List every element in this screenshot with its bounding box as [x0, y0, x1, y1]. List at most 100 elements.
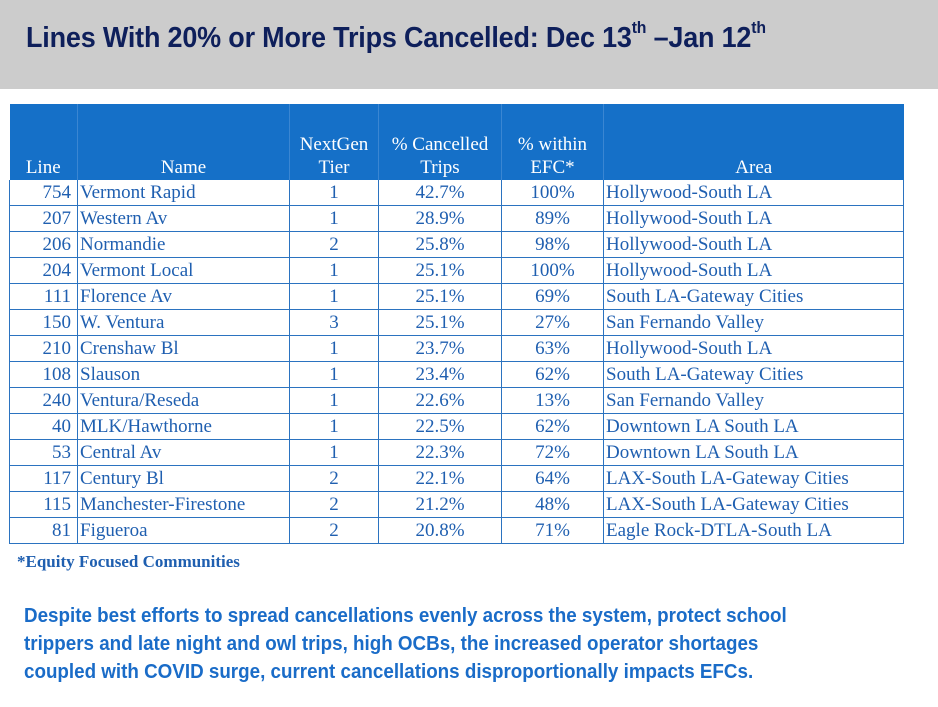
- cell-cancelled: 25.1%: [378, 257, 502, 284]
- cell-name: Normandie: [77, 231, 290, 258]
- cell-efc: 13%: [501, 387, 604, 414]
- cell-line: 207: [9, 205, 78, 232]
- header-tier-bottom: Tier: [318, 157, 350, 178]
- footnote: *Equity Focused Communities: [17, 552, 240, 571]
- title-band: Lines With 20% or More Trips Cancelled: …: [0, 0, 938, 89]
- cell-cancelled: 23.4%: [378, 361, 502, 388]
- cell-cancelled: 28.9%: [378, 205, 502, 232]
- table-body: 754 Vermont Rapid 1 42.7% 100% Hollywood-Sout…: [9, 180, 904, 544]
- cell-area: South LA-Gateway Cities: [603, 283, 904, 310]
- table-row: 111 Florence Av 1 25.1% 69% South LA-Gateway …: [9, 283, 904, 310]
- table-row: 210 Crenshaw Bl 1 23.7% 63% Hollywood-South L…: [9, 335, 904, 362]
- title-text: Lines With 20% or More Trips Cancelled: …: [26, 22, 632, 54]
- cell-area: South LA-Gateway Cities: [603, 361, 904, 388]
- cell-cancelled: 42.7%: [378, 180, 502, 206]
- cell-efc: 63%: [501, 335, 604, 362]
- cell-area: Downtown LA South LA: [603, 439, 904, 466]
- cell-line: 754: [9, 180, 78, 206]
- cell-tier: 1: [289, 283, 379, 310]
- cell-area: Hollywood-South LA: [603, 205, 904, 232]
- cell-area: LAX-South LA-Gateway Cities: [603, 465, 904, 492]
- cell-efc: 69%: [501, 283, 604, 310]
- cell-line: 40: [9, 413, 78, 440]
- title-sup-1: th: [631, 18, 647, 37]
- cell-name: Figueroa: [77, 517, 290, 544]
- table-row: 115 Manchester-Firestone 2 21.2% 48% LAX-Sout…: [9, 491, 904, 518]
- cell-name: Ventura/Reseda: [77, 387, 290, 414]
- cell-efc: 62%: [501, 361, 604, 388]
- cell-line: 206: [9, 231, 78, 258]
- cell-name: Florence Av: [77, 283, 290, 310]
- cell-area: Hollywood-South LA: [603, 231, 904, 258]
- cell-tier: 1: [289, 439, 379, 466]
- cell-efc: 100%: [501, 180, 604, 206]
- cell-area: Hollywood-South LA: [603, 180, 904, 206]
- cell-line: 210: [9, 335, 78, 362]
- cell-name: Century Bl: [77, 465, 290, 492]
- cell-name: Manchester-Firestone: [77, 491, 290, 518]
- cell-line: 150: [9, 309, 78, 336]
- cell-tier: 2: [289, 491, 379, 518]
- table-row: 240 Ventura/Reseda 1 22.6% 13% San Fernando V…: [9, 387, 904, 414]
- cell-line: 81: [9, 517, 78, 544]
- cell-cancelled: 25.1%: [378, 309, 502, 336]
- page-title: Lines With 20% or More Trips Cancelled: …: [26, 18, 766, 55]
- header-tier-top: NextGen: [299, 134, 369, 155]
- cell-area: San Fernando Valley: [603, 387, 904, 414]
- cell-tier: 2: [289, 465, 379, 492]
- header-line: Line: [25, 157, 61, 178]
- cell-efc: 98%: [501, 231, 604, 258]
- table-row: 117 Century Bl 2 22.1% 64% LAX-South LA-Gatew…: [9, 465, 904, 492]
- cell-tier: 2: [289, 231, 379, 258]
- cell-area: Downtown LA South LA: [603, 413, 904, 440]
- table-row: 81 Figueroa 2 20.8% 71% Eagle Rock-DTLA-South…: [9, 517, 904, 544]
- cell-tier: 1: [289, 257, 379, 284]
- cell-name: Western Av: [77, 205, 290, 232]
- cell-cancelled: 22.1%: [378, 465, 502, 492]
- cell-name: MLK/Hawthorne: [77, 413, 290, 440]
- header-efc: % within EFC*: [501, 104, 604, 180]
- cell-tier: 1: [289, 387, 379, 414]
- cell-line: 115: [9, 491, 78, 518]
- cell-cancelled: 22.5%: [378, 413, 502, 440]
- table-row: 204 Vermont Local 1 25.1% 100% Hollywood-Sout…: [9, 257, 904, 284]
- cancellations-table: Line Name NextGen Tier % Cancelled Trips %…: [9, 104, 904, 544]
- cell-line: 53: [9, 439, 78, 466]
- cell-cancelled: 25.1%: [378, 283, 502, 310]
- cell-area: San Fernando Valley: [603, 309, 904, 336]
- cell-efc: 100%: [501, 257, 604, 284]
- cell-name: W. Ventura: [77, 309, 290, 336]
- header-cancelled-top: % Cancelled: [391, 134, 489, 155]
- header-cancelled-bottom: Trips: [420, 157, 460, 178]
- cell-cancelled: 20.8%: [378, 517, 502, 544]
- title-sup-2: th: [751, 18, 766, 37]
- cell-line: 117: [9, 465, 78, 492]
- table-header-row: Line Name NextGen Tier % Cancelled Trips %…: [9, 104, 904, 180]
- summary-line-2: trippers and late night and owl trips, h…: [24, 633, 759, 655]
- table-row: 53 Central Av 1 22.3% 72% Downtown LA South L…: [9, 439, 904, 466]
- table-row: 150 W. Ventura 3 25.1% 27% San Fernando Valle…: [9, 309, 904, 336]
- cell-tier: 1: [289, 361, 379, 388]
- cell-name: Central Av: [77, 439, 290, 466]
- summary-line-1: Despite best efforts to spread cancellat…: [24, 605, 787, 627]
- cell-line: 108: [9, 361, 78, 388]
- cell-cancelled: 22.3%: [378, 439, 502, 466]
- cell-name: Crenshaw Bl: [77, 335, 290, 362]
- cell-efc: 27%: [501, 309, 604, 336]
- header-cancelled: % Cancelled Trips: [378, 104, 502, 180]
- cell-line: 111: [9, 283, 78, 310]
- header-name: Name: [77, 104, 290, 180]
- cell-efc: 62%: [501, 413, 604, 440]
- cell-tier: 1: [289, 180, 379, 206]
- title-middle: –Jan 12: [646, 22, 752, 54]
- cell-cancelled: 22.6%: [378, 387, 502, 414]
- cell-efc: 71%: [501, 517, 604, 544]
- cell-efc: 64%: [501, 465, 604, 492]
- cell-tier: 3: [289, 309, 379, 336]
- cell-line: 240: [9, 387, 78, 414]
- cell-cancelled: 25.8%: [378, 231, 502, 258]
- table-row: 207 Western Av 1 28.9% 89% Hollywood-South LA: [9, 205, 904, 232]
- cell-efc: 89%: [501, 205, 604, 232]
- cell-name: Vermont Local: [77, 257, 290, 284]
- table-row: 754 Vermont Rapid 1 42.7% 100% Hollywood-Sout…: [9, 180, 904, 206]
